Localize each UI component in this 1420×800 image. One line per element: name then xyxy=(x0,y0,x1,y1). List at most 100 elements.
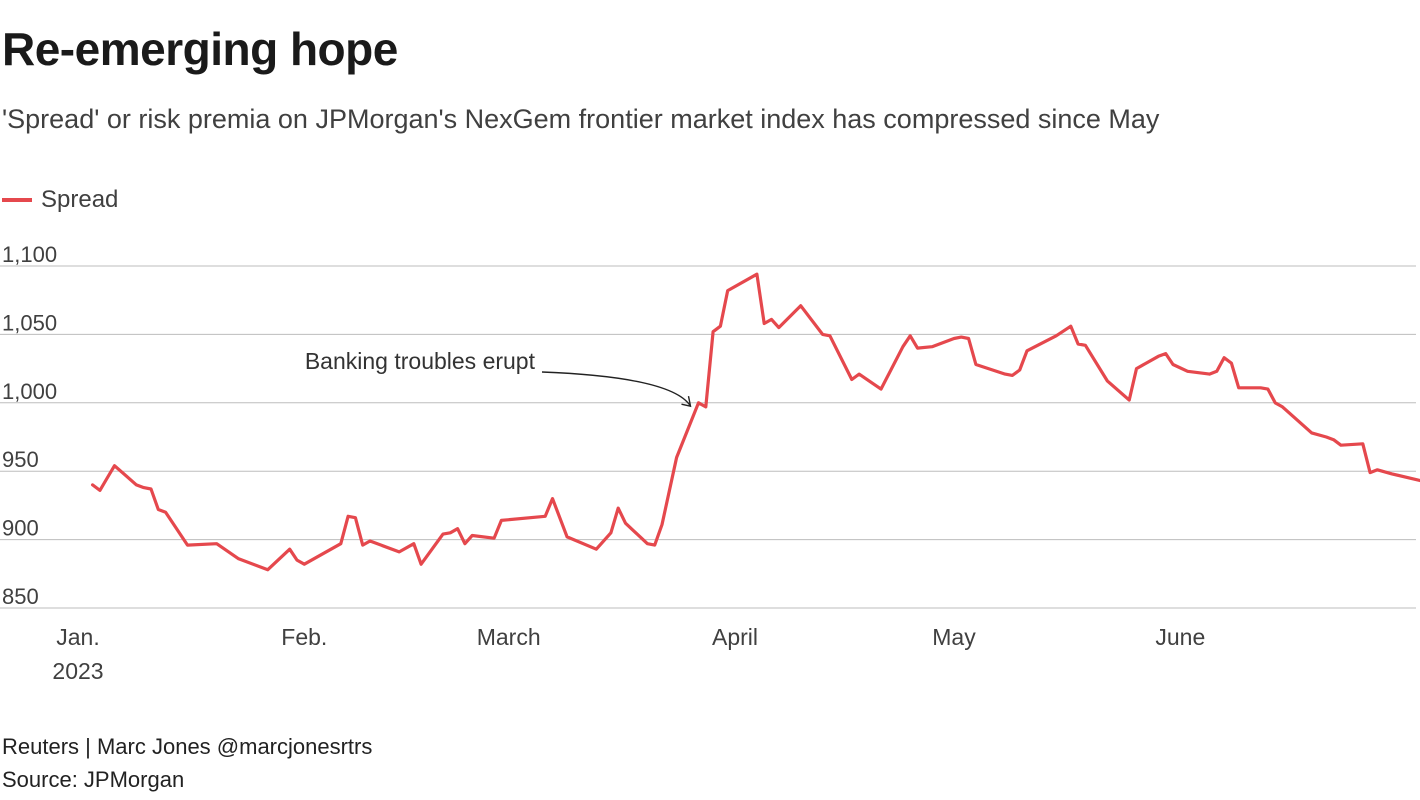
data-point xyxy=(347,515,349,517)
x-tick-label: June xyxy=(1155,624,1205,650)
data-point xyxy=(705,406,707,408)
y-tick-label: 1,050 xyxy=(2,310,57,335)
data-point xyxy=(471,534,473,536)
data-point xyxy=(610,532,612,534)
data-point xyxy=(150,488,152,490)
data-point xyxy=(1267,388,1269,390)
data-point xyxy=(1026,350,1028,352)
data-point xyxy=(303,563,305,565)
data-point xyxy=(216,543,218,545)
chart-subtitle: 'Spread' or risk premia on JPMorgan's Ne… xyxy=(2,104,1160,134)
data-point xyxy=(1223,357,1225,359)
data-point xyxy=(143,486,145,488)
data-point xyxy=(1070,325,1072,327)
data-point xyxy=(719,325,721,327)
data-point xyxy=(91,484,93,486)
data-point xyxy=(500,519,502,521)
data-point xyxy=(420,563,422,565)
data-point xyxy=(909,335,911,337)
data-point xyxy=(595,548,597,550)
x-tick-label: April xyxy=(712,624,758,650)
y-tick-label: 950 xyxy=(2,447,39,472)
data-point xyxy=(157,508,159,510)
data-point xyxy=(960,336,962,338)
data-point xyxy=(1208,373,1210,375)
data-point xyxy=(106,477,108,479)
data-point xyxy=(566,536,568,538)
x-tick-label: March xyxy=(477,624,541,650)
data-point xyxy=(164,511,166,513)
data-point xyxy=(712,331,714,333)
data-point xyxy=(697,402,699,404)
data-point xyxy=(756,273,758,275)
data-point xyxy=(851,378,853,380)
data-point xyxy=(1055,335,1057,337)
data-point xyxy=(646,543,648,545)
data-point xyxy=(617,507,619,509)
footer-credit: Reuters | Marc Jones @marcjonesrtrs xyxy=(2,734,373,759)
data-point xyxy=(778,326,780,328)
data-point xyxy=(113,465,115,467)
data-point xyxy=(289,548,291,550)
data-point xyxy=(1362,443,1364,445)
data-point xyxy=(1238,387,1240,389)
data-point xyxy=(493,537,495,539)
data-point xyxy=(1340,444,1342,446)
x-tick-label: Feb. xyxy=(281,624,327,650)
data-point xyxy=(413,543,415,545)
data-point xyxy=(1332,439,1334,441)
data-point xyxy=(1325,436,1327,438)
x-tick-label: May xyxy=(932,624,976,650)
data-point xyxy=(449,532,451,534)
data-point xyxy=(135,484,137,486)
y-tick-label: 1,000 xyxy=(2,379,57,404)
data-point xyxy=(770,318,772,320)
data-point xyxy=(624,522,626,524)
data-point xyxy=(1281,406,1283,408)
data-point xyxy=(975,363,977,365)
y-tick-label: 900 xyxy=(2,516,39,541)
data-point xyxy=(442,533,444,535)
data-point xyxy=(1004,373,1006,375)
data-point xyxy=(1230,362,1232,364)
data-point xyxy=(880,388,882,390)
data-point xyxy=(354,517,356,519)
data-point xyxy=(1084,344,1086,346)
data-point xyxy=(931,346,933,348)
line-chart: 850 900 950 1,000 1,050 1,100 Jan. 2023 Feb. Marc… xyxy=(0,242,1420,684)
data-point xyxy=(967,337,969,339)
annotation-arrowhead xyxy=(681,396,692,408)
data-point xyxy=(340,543,342,545)
data-point xyxy=(675,456,677,458)
data-point xyxy=(1019,369,1021,371)
data-point xyxy=(902,346,904,348)
data-point xyxy=(1376,469,1378,471)
annotation-label: Banking troubles erupt xyxy=(305,348,536,374)
legend-swatch-spread xyxy=(2,198,32,202)
data-point xyxy=(1274,402,1276,404)
data-point xyxy=(1172,363,1174,365)
y-tick-label: 1,100 xyxy=(2,242,57,267)
footer-source: Source: JPMorgan xyxy=(2,767,185,792)
data-point xyxy=(1157,355,1159,357)
data-point xyxy=(398,551,400,553)
legend: Spread xyxy=(2,186,118,214)
data-point xyxy=(1369,471,1371,473)
data-point xyxy=(237,558,239,560)
data-point xyxy=(464,543,466,545)
data-point xyxy=(821,333,823,335)
data-point xyxy=(916,347,918,349)
data-point xyxy=(1186,370,1188,372)
data-point xyxy=(296,559,298,561)
data-point xyxy=(1011,374,1013,376)
data-point xyxy=(1216,370,1218,372)
y-tick-label: 850 xyxy=(2,584,39,609)
series-line-spread xyxy=(91,272,1420,572)
data-point xyxy=(186,544,188,546)
data-point xyxy=(456,528,458,530)
data-point xyxy=(1128,399,1130,401)
x-tick-sublabel: 2023 xyxy=(52,658,103,684)
annotation-arrow xyxy=(541,371,692,407)
data-point xyxy=(267,569,269,571)
x-tick-label: Jan. xyxy=(56,624,99,650)
